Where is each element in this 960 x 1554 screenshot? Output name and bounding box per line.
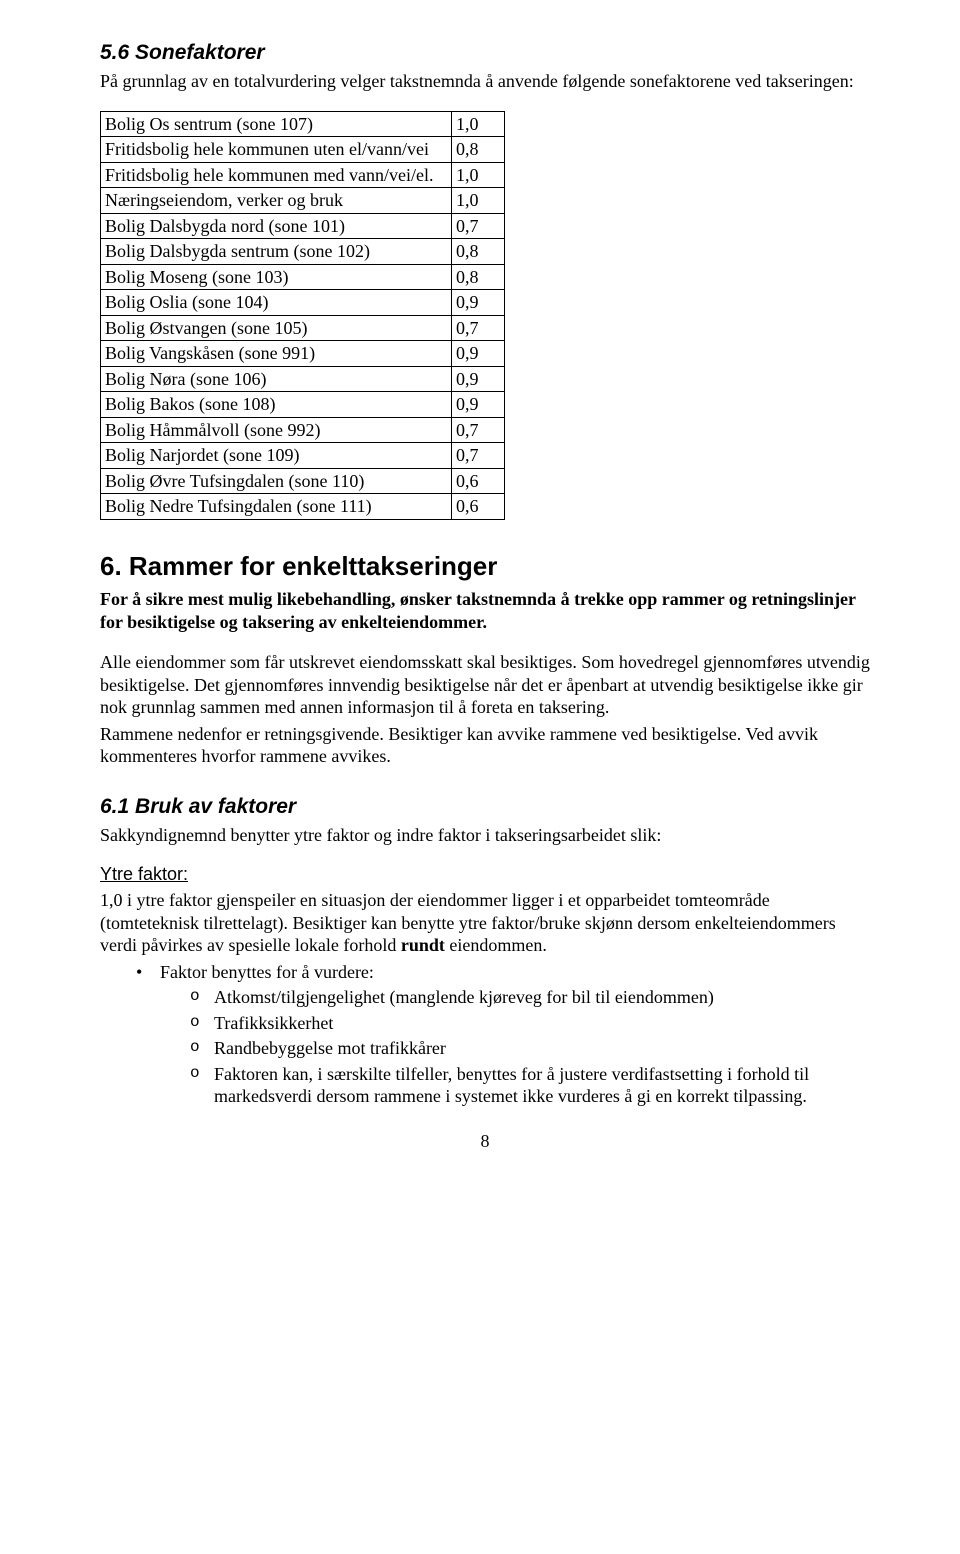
chapter-6: 6. Rammer for enkelttakseringer For å si… [100, 550, 870, 768]
cell-label: Bolig Nedre Tufsingdalen (sone 111) [101, 494, 452, 520]
section-intro: Sakkyndignemnd benytter ytre faktor og i… [100, 824, 870, 847]
list-item: Trafikksikkerhet [190, 1012, 870, 1035]
text-bold: rundt [401, 935, 445, 955]
cell-value: 1,0 [452, 162, 505, 188]
table-row: Bolig Vangskåsen (sone 991)0,9 [101, 341, 505, 367]
cell-value: 0,8 [452, 264, 505, 290]
table-row: Bolig Dalsbygda sentrum (sone 102)0,8 [101, 239, 505, 265]
cell-value: 0,7 [452, 443, 505, 469]
cell-label: Bolig Moseng (sone 103) [101, 264, 452, 290]
cell-label: Bolig Øvre Tufsingdalen (sone 110) [101, 468, 452, 494]
cell-label: Bolig Oslia (sone 104) [101, 290, 452, 316]
table-row: Næringseiendom, verker og bruk1,0 [101, 188, 505, 214]
chapter-paragraph: Alle eiendommer som får utskrevet eiendo… [100, 651, 870, 719]
cell-value: 0,9 [452, 341, 505, 367]
cell-label: Bolig Bakos (sone 108) [101, 392, 452, 418]
cell-label: Næringseiendom, verker og bruk [101, 188, 452, 214]
section-6-1: 6.1 Bruk av faktorer Sakkyndignemnd beny… [100, 794, 870, 1108]
document-page: 5.6 Sonefaktorer På grunnlag av en total… [0, 0, 960, 1192]
table-row: Fritidsbolig hele kommunen uten el/vann/… [101, 137, 505, 163]
table-row: Bolig Nedre Tufsingdalen (sone 111)0,6 [101, 494, 505, 520]
cell-value: 1,0 [452, 188, 505, 214]
chapter-lead: For å sikre mest mulig likebehandling, ø… [100, 588, 870, 633]
chapter-paragraph: Rammene nedenfor er retningsgivende. Bes… [100, 723, 870, 768]
table-body: Bolig Os sentrum (sone 107)1,0 Fritidsbo… [101, 111, 505, 519]
list-item: Faktor benyttes for å vurdere: Atkomst/t… [136, 961, 870, 1108]
ytre-faktor-body: 1,0 i ytre faktor gjenspeiler en situasj… [100, 889, 870, 957]
cell-value: 0,8 [452, 137, 505, 163]
sonefaktor-table: Bolig Os sentrum (sone 107)1,0 Fritidsbo… [100, 111, 505, 520]
cell-value: 0,7 [452, 315, 505, 341]
bullet-lead: Faktor benyttes for å vurdere: [160, 962, 374, 982]
cell-value: 0,6 [452, 494, 505, 520]
cell-value: 0,7 [452, 417, 505, 443]
cell-label: Bolig Narjordet (sone 109) [101, 443, 452, 469]
cell-value: 0,9 [452, 392, 505, 418]
table-row: Bolig Østvangen (sone 105)0,7 [101, 315, 505, 341]
cell-value: 1,0 [452, 111, 505, 137]
cell-label: Bolig Dalsbygda nord (sone 101) [101, 213, 452, 239]
section-heading: 5.6 Sonefaktorer [100, 40, 870, 66]
table-row: Bolig Håmmålvoll (sone 992)0,7 [101, 417, 505, 443]
table-row: Bolig Os sentrum (sone 107)1,0 [101, 111, 505, 137]
bullet-list: Faktor benyttes for å vurdere: Atkomst/t… [100, 961, 870, 1108]
page-number: 8 [100, 1130, 870, 1153]
list-item: Randbebyggelse mot trafikkårer [190, 1037, 870, 1060]
cell-value: 0,8 [452, 239, 505, 265]
list-item: Atkomst/tilgjengelighet (manglende kjøre… [190, 986, 870, 1009]
ytre-faktor-label: Ytre faktor: [100, 863, 870, 886]
cell-label: Fritidsbolig hele kommunen med vann/vei/… [101, 162, 452, 188]
cell-label: Bolig Håmmålvoll (sone 992) [101, 417, 452, 443]
table-row: Bolig Øvre Tufsingdalen (sone 110)0,6 [101, 468, 505, 494]
cell-label: Bolig Dalsbygda sentrum (sone 102) [101, 239, 452, 265]
section-intro: På grunnlag av en totalvurdering velger … [100, 70, 870, 93]
cell-value: 0,9 [452, 290, 505, 316]
cell-label: Fritidsbolig hele kommunen uten el/vann/… [101, 137, 452, 163]
cell-label: Bolig Nøra (sone 106) [101, 366, 452, 392]
table-row: Bolig Nøra (sone 106)0,9 [101, 366, 505, 392]
table-row: Fritidsbolig hele kommunen med vann/vei/… [101, 162, 505, 188]
section-heading: 6.1 Bruk av faktorer [100, 794, 870, 820]
cell-value: 0,6 [452, 468, 505, 494]
cell-value: 0,7 [452, 213, 505, 239]
chapter-heading: 6. Rammer for enkelttakseringer [100, 550, 870, 583]
section-5-6: 5.6 Sonefaktorer På grunnlag av en total… [100, 40, 870, 520]
table-row: Bolig Bakos (sone 108)0,9 [101, 392, 505, 418]
text-run: eiendommen. [445, 935, 547, 955]
cell-label: Bolig Østvangen (sone 105) [101, 315, 452, 341]
list-item: Faktoren kan, i særskilte tilfeller, ben… [190, 1063, 870, 1108]
table-row: Bolig Oslia (sone 104)0,9 [101, 290, 505, 316]
cell-value: 0,9 [452, 366, 505, 392]
table-row: Bolig Dalsbygda nord (sone 101)0,7 [101, 213, 505, 239]
cell-label: Bolig Vangskåsen (sone 991) [101, 341, 452, 367]
table-row: Bolig Narjordet (sone 109)0,7 [101, 443, 505, 469]
table-row: Bolig Moseng (sone 103)0,8 [101, 264, 505, 290]
sub-list: Atkomst/tilgjengelighet (manglende kjøre… [160, 986, 870, 1108]
cell-label: Bolig Os sentrum (sone 107) [101, 111, 452, 137]
